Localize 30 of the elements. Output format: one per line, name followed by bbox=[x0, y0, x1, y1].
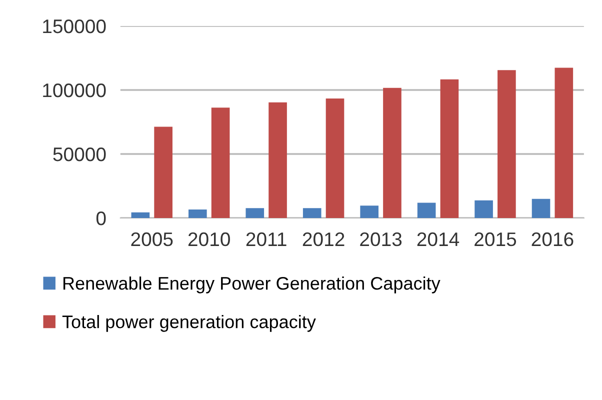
y-tick-label: 0 bbox=[96, 211, 106, 226]
y-tick-label: 150000 bbox=[43, 19, 106, 34]
bar bbox=[154, 126, 172, 218]
bar bbox=[360, 206, 378, 218]
bar bbox=[532, 198, 550, 218]
bar bbox=[554, 68, 574, 218]
bar bbox=[417, 202, 436, 218]
y-tick-label: 50000 bbox=[53, 147, 106, 162]
bar bbox=[131, 212, 150, 218]
x-tick-label: 2005 bbox=[131, 232, 173, 246]
bar bbox=[246, 208, 264, 218]
y-tick-label: 100000 bbox=[43, 83, 106, 98]
bar bbox=[326, 98, 344, 218]
x-tick-label: 2010 bbox=[188, 232, 230, 246]
bar bbox=[188, 210, 207, 218]
x-tick-label: 2015 bbox=[474, 232, 516, 246]
bar bbox=[302, 208, 322, 218]
x-tick-label: 2016 bbox=[532, 232, 574, 246]
bar bbox=[440, 79, 459, 218]
bar bbox=[383, 88, 402, 218]
x-tick-label: 2014 bbox=[417, 232, 460, 246]
x-tick-label: 2013 bbox=[360, 232, 402, 246]
x-tick-label: 2012 bbox=[302, 232, 344, 246]
x-tick-label: 2011 bbox=[246, 232, 286, 246]
bar bbox=[474, 200, 493, 218]
bar bbox=[498, 70, 516, 218]
bar bbox=[268, 102, 287, 218]
legend-label: Total power generation capacity bbox=[62, 314, 316, 332]
bar bbox=[211, 108, 230, 218]
legend-label: Renewable Energy Power Generation Capacity bbox=[63, 276, 440, 294]
